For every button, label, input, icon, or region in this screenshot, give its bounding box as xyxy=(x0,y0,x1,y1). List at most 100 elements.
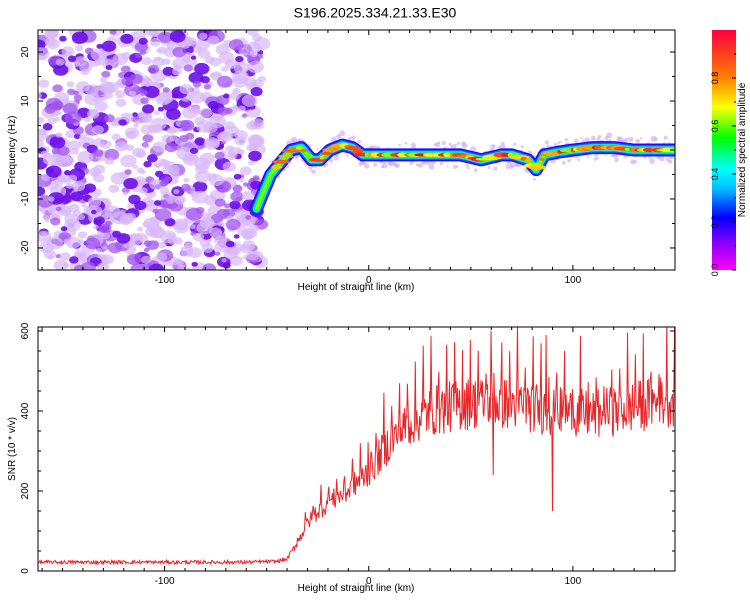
noise-blob xyxy=(93,149,104,157)
colorbar-tick-label: 0.2 xyxy=(710,216,720,229)
ridge-hotspot xyxy=(278,154,294,159)
noise-blob xyxy=(190,147,199,154)
ridge-hotspot xyxy=(271,165,283,170)
noise-blob xyxy=(77,151,94,164)
noise-blob xyxy=(41,174,51,182)
noise-blob xyxy=(121,77,133,86)
ridge-halo xyxy=(573,138,579,144)
noise-blob xyxy=(241,113,248,118)
noise-blob xyxy=(229,92,239,100)
noise-blob xyxy=(118,119,127,126)
noise-blob xyxy=(45,167,54,174)
noise-blob xyxy=(112,53,129,66)
noise-blob xyxy=(201,243,214,253)
ridge-halo xyxy=(336,134,341,140)
noise-blob xyxy=(233,234,240,239)
noise-blob xyxy=(94,101,108,112)
noise-blob xyxy=(77,214,86,220)
noise-blob xyxy=(214,251,221,256)
ridge-halo xyxy=(410,142,417,149)
noise-blob xyxy=(214,242,227,253)
spectrogram-xtick-label: 100 xyxy=(565,275,582,286)
noise-blob xyxy=(164,176,171,182)
noise-blob xyxy=(64,170,71,176)
ridge-halo xyxy=(364,163,370,169)
ridge-halo xyxy=(339,130,346,137)
noise-blob xyxy=(157,31,173,43)
noise-blob xyxy=(115,90,126,99)
noise-blob xyxy=(208,174,224,187)
noise-blob xyxy=(167,128,173,133)
noise-blob xyxy=(177,264,186,270)
spectrogram-ytick-label: -10 xyxy=(20,191,31,206)
noise-blob xyxy=(232,184,243,193)
ridge-halo xyxy=(505,164,510,170)
ridge-halo xyxy=(513,142,517,146)
noise-blob xyxy=(71,31,88,44)
noise-blob xyxy=(194,62,210,75)
noise-blob xyxy=(59,252,71,261)
noise-blob xyxy=(169,30,186,43)
noise-blob xyxy=(139,89,148,96)
noise-blob xyxy=(199,152,216,165)
noise-blob xyxy=(173,189,180,194)
ridge-halo xyxy=(493,145,496,148)
ridge-halo xyxy=(520,145,524,149)
ridge-halo xyxy=(564,138,569,142)
noise-blob xyxy=(203,137,220,150)
noise-blob xyxy=(248,134,265,148)
noise-blob xyxy=(149,178,164,190)
noise-blob xyxy=(199,107,213,118)
spectrogram-ytick-label: 10 xyxy=(20,95,31,107)
noise-blob xyxy=(253,37,271,51)
noise-blob xyxy=(59,35,67,42)
noise-blob xyxy=(135,52,142,59)
ridge-halo xyxy=(568,158,572,162)
ridge-hotspot xyxy=(304,154,313,158)
noise-blob xyxy=(171,93,179,99)
noise-blob xyxy=(65,182,74,189)
noise-blob xyxy=(104,114,115,123)
snr-xtick-label: 100 xyxy=(565,576,582,587)
noise-blob xyxy=(169,135,178,142)
ridge-halo xyxy=(439,162,443,166)
noise-blob xyxy=(53,259,69,270)
ridge-halo xyxy=(649,158,655,164)
noise-blob xyxy=(138,37,148,45)
noise-blob xyxy=(152,81,161,88)
noise-blob xyxy=(124,169,132,175)
ridge-halo xyxy=(470,146,477,152)
noise-blob xyxy=(72,181,86,192)
noise-blob xyxy=(134,200,147,211)
noise-blob xyxy=(141,142,150,149)
noise-blob xyxy=(221,258,227,263)
ridge-halo xyxy=(452,164,457,169)
ridge-halo xyxy=(577,158,580,161)
noise-blob xyxy=(55,206,62,212)
noise-blob xyxy=(49,136,66,149)
noise-blob xyxy=(91,172,98,177)
noise-blob xyxy=(62,177,71,184)
noise-blob xyxy=(104,157,115,165)
noise-blob xyxy=(74,56,88,67)
noise-blob xyxy=(181,183,191,192)
noise-blob xyxy=(148,263,165,270)
noise-blob xyxy=(142,134,154,143)
noise-blob xyxy=(256,53,264,59)
colorbar: 0.0 0.2 0.4 0.6 0.8 Normalized spectral ampl… xyxy=(710,30,748,276)
noise-blob xyxy=(147,154,158,163)
ridge-halo xyxy=(329,159,334,163)
ridge-hotspot xyxy=(624,147,630,151)
snr-ytick-label: 600 xyxy=(20,322,31,339)
ridge-hotspot xyxy=(364,152,369,157)
noise-blob xyxy=(185,207,203,221)
noise-blob xyxy=(62,262,70,268)
noise-blob xyxy=(146,240,159,250)
noise-blob xyxy=(154,208,172,222)
noise-blob xyxy=(64,218,81,232)
noise-blob xyxy=(44,216,51,223)
spectrogram-ytick-label: 20 xyxy=(20,46,31,58)
noise-blob xyxy=(126,131,137,140)
